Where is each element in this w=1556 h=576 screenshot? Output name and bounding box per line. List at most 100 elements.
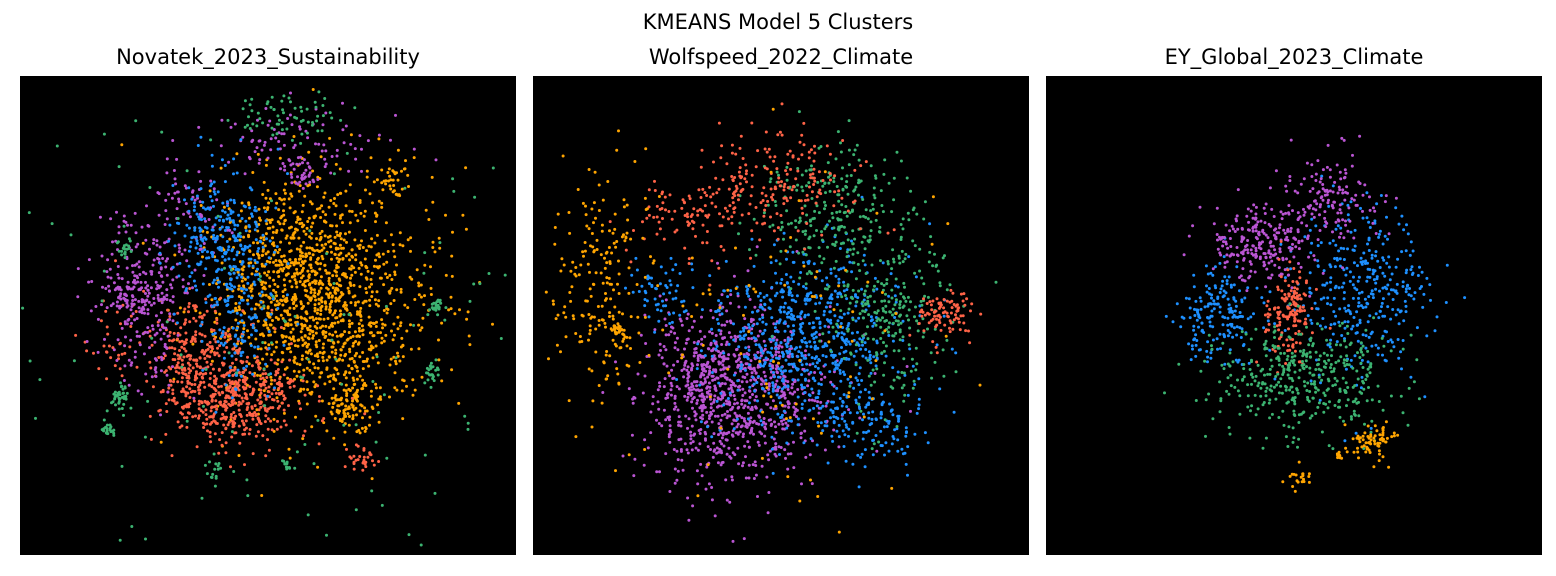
data-point (727, 365, 731, 369)
data-point (374, 220, 377, 224)
data-point (250, 140, 254, 143)
data-point (374, 325, 378, 328)
data-point (217, 267, 220, 271)
data-point (178, 340, 182, 344)
data-point (251, 122, 255, 126)
data-point (344, 232, 347, 236)
data-point (205, 226, 209, 230)
data-point (754, 395, 758, 399)
data-point (301, 161, 304, 165)
data-point (750, 331, 753, 335)
data-point (417, 293, 421, 297)
data-point (223, 341, 227, 345)
data-point (123, 351, 127, 355)
data-point (151, 385, 155, 389)
data-point (235, 253, 239, 257)
data-point (334, 357, 338, 361)
data-point (200, 339, 204, 343)
data-point (389, 302, 393, 306)
data-point (269, 358, 273, 362)
data-point (254, 380, 258, 384)
data-point (746, 440, 750, 444)
data-point (829, 271, 833, 275)
data-point (122, 379, 126, 382)
data-point (786, 452, 790, 456)
data-point (894, 300, 898, 304)
data-point (289, 100, 292, 104)
data-point (240, 262, 244, 266)
data-point (291, 327, 295, 331)
data-point (750, 371, 754, 375)
data-point (299, 264, 303, 267)
data-point (295, 116, 299, 120)
data-point (696, 363, 699, 367)
data-point (255, 146, 259, 150)
data-point (192, 304, 195, 308)
data-point (806, 313, 810, 317)
data-point (264, 219, 268, 223)
data-point (796, 417, 800, 421)
data-point (354, 423, 358, 427)
data-point (736, 294, 740, 298)
data-point (313, 325, 317, 328)
data-point (341, 417, 345, 421)
data-point (274, 391, 278, 395)
data-point (264, 397, 268, 401)
data-point (777, 445, 781, 449)
data-point (118, 538, 122, 542)
data-point (380, 205, 384, 209)
data-point (166, 308, 169, 312)
data-point (376, 331, 380, 335)
data-point (305, 131, 309, 135)
data-point (137, 306, 141, 310)
data-point (342, 423, 346, 427)
data-point (733, 411, 737, 415)
data-point (153, 340, 157, 344)
data-point (758, 329, 762, 333)
data-point (310, 247, 314, 250)
data-point (323, 382, 327, 386)
data-point (709, 448, 712, 451)
data-point (335, 148, 339, 152)
data-point (210, 359, 214, 363)
data-point (173, 253, 177, 257)
data-point (315, 321, 319, 325)
data-point (137, 260, 141, 264)
data-point (679, 437, 683, 441)
data-point (755, 322, 759, 326)
data-point (291, 261, 295, 265)
data-point (667, 433, 671, 436)
data-point (357, 326, 361, 330)
data-point (180, 339, 184, 343)
data-point (675, 478, 679, 482)
data-point (198, 262, 202, 266)
data-point (295, 162, 299, 166)
data-point (371, 459, 374, 463)
data-point (266, 438, 269, 442)
data-point (770, 435, 774, 439)
panel-title-1: Novatek_2023_Sustainability (116, 45, 420, 69)
data-point (251, 326, 255, 330)
data-point (254, 302, 258, 306)
data-point (692, 433, 696, 437)
data-point (216, 467, 220, 471)
data-point (354, 157, 358, 161)
data-point (251, 452, 255, 456)
data-point (406, 238, 410, 242)
data-point (409, 323, 412, 327)
data-point (724, 259, 728, 263)
data-point (737, 357, 741, 360)
data-point (301, 186, 305, 190)
data-point (106, 275, 110, 279)
data-point (211, 252, 214, 256)
data-point (228, 366, 232, 370)
data-point (674, 405, 678, 409)
data-point (768, 449, 772, 453)
data-point (324, 111, 328, 115)
data-point (210, 164, 214, 168)
data-point (307, 165, 311, 169)
data-point (758, 291, 762, 295)
data-point (212, 394, 216, 398)
data-point (740, 363, 744, 367)
data-point (358, 329, 361, 333)
